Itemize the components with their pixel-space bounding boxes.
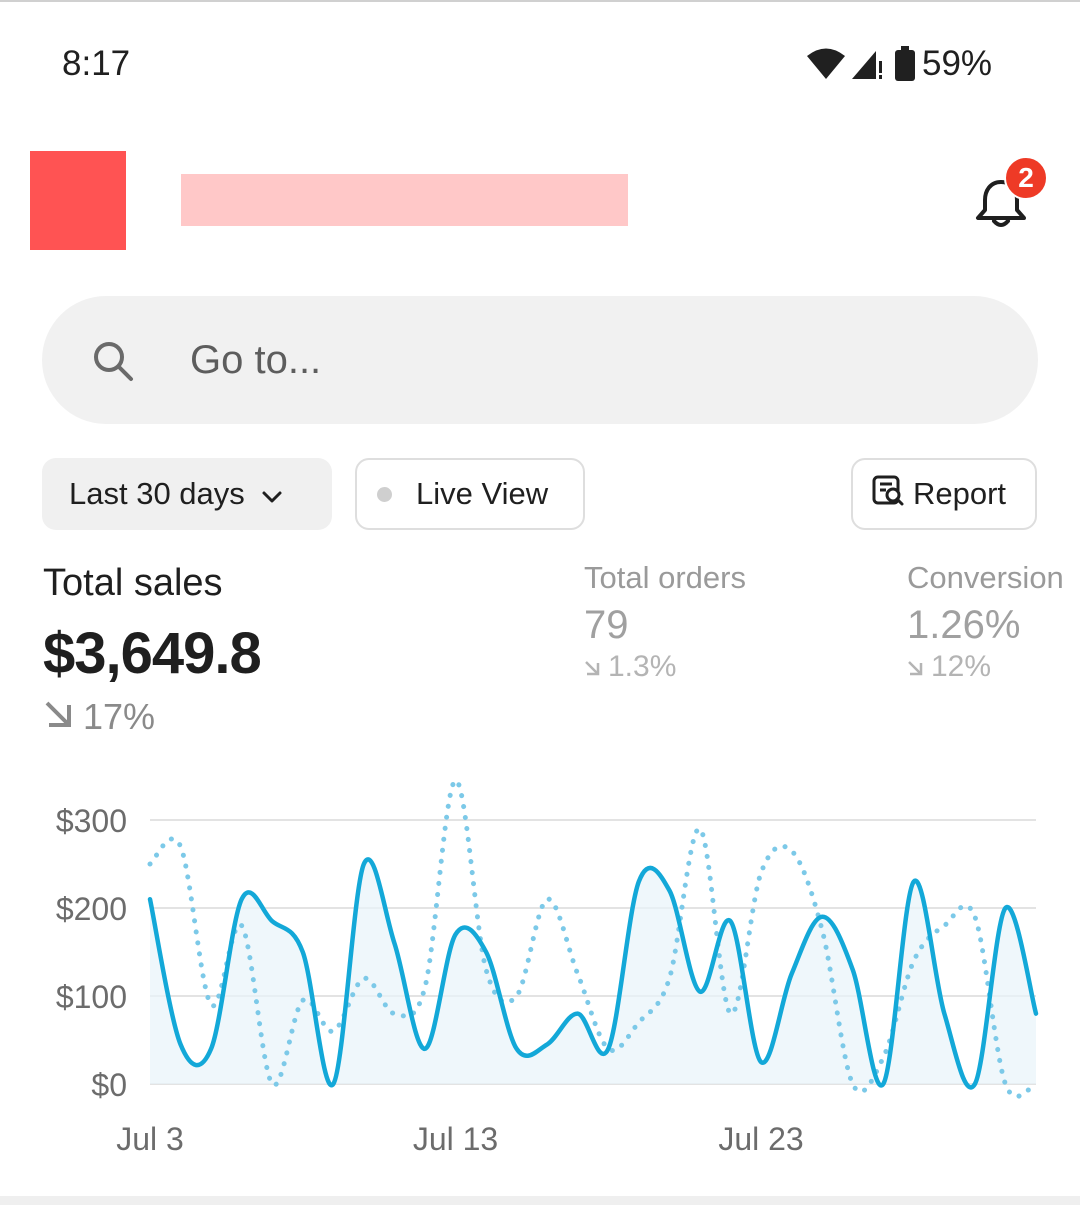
status-icons: 59% [806, 40, 992, 88]
total-sales-label[interactable]: Total sales [43, 562, 223, 604]
arrow-down-right-icon [584, 650, 608, 684]
current-series-line [147, 857, 1039, 1090]
conversion-change-value: 12% [931, 650, 992, 683]
report-label: Report [913, 476, 1007, 511]
total-orders-label[interactable]: Total orders [584, 560, 746, 595]
total-sales-value: $3,649.8 [43, 621, 262, 686]
chevron-down-icon [245, 476, 283, 512]
live-view-label: Live View [416, 476, 549, 511]
status-time: 8:17 [62, 44, 131, 83]
conversion-label[interactable]: Conversion [907, 560, 1064, 595]
x-tick-label: Jul 23 [718, 1121, 803, 1157]
total-orders-change: 1.3% [584, 650, 676, 684]
total-sales-change-value: 17% [83, 696, 156, 737]
date-range-label: Last 30 days [69, 476, 245, 511]
total-sales-change: 17% [43, 696, 155, 738]
live-status-dot [377, 486, 392, 502]
x-tick-label: Jul 13 [413, 1121, 498, 1157]
wifi-icon [806, 47, 846, 81]
store-name-redacted[interactable] [181, 174, 628, 226]
signal-icon [850, 47, 886, 81]
total-orders-value: 79 [584, 603, 629, 647]
date-range-dropdown[interactable]: Last 30 days [42, 458, 332, 530]
conversion-value: 1.26% [907, 603, 1021, 647]
search-input[interactable] [190, 330, 970, 390]
top-divider [0, 0, 1080, 2]
conversion-change: 12% [907, 650, 991, 684]
sales-chart[interactable]: $0 $100 $200 $300 Jul 3 Jul 13 Jul 23 [0, 760, 1080, 1180]
arrow-down-right-icon [907, 650, 931, 684]
y-tick-label: $100 [56, 979, 127, 1015]
arrow-down-right-icon [43, 696, 83, 738]
store-logo[interactable] [30, 151, 126, 250]
search-bar[interactable] [42, 296, 1038, 424]
search-icon [92, 340, 134, 382]
battery-icon [894, 46, 916, 82]
previous-series-line [147, 777, 1039, 1099]
y-tick-label: $300 [56, 803, 127, 839]
battery-percentage: 59% [922, 44, 993, 83]
y-tick-label: $200 [56, 891, 127, 927]
live-view-button[interactable]: Live View [355, 458, 585, 530]
notification-badge[interactable]: 2 [1004, 156, 1048, 200]
report-icon [871, 473, 913, 515]
y-tick-label: $0 [91, 1067, 127, 1103]
bottom-divider [0, 1196, 1080, 1205]
current-series-area [150, 859, 1036, 1088]
report-button[interactable]: Report [851, 458, 1037, 530]
total-orders-change-value: 1.3% [608, 650, 677, 683]
x-tick-label: Jul 3 [116, 1121, 184, 1157]
